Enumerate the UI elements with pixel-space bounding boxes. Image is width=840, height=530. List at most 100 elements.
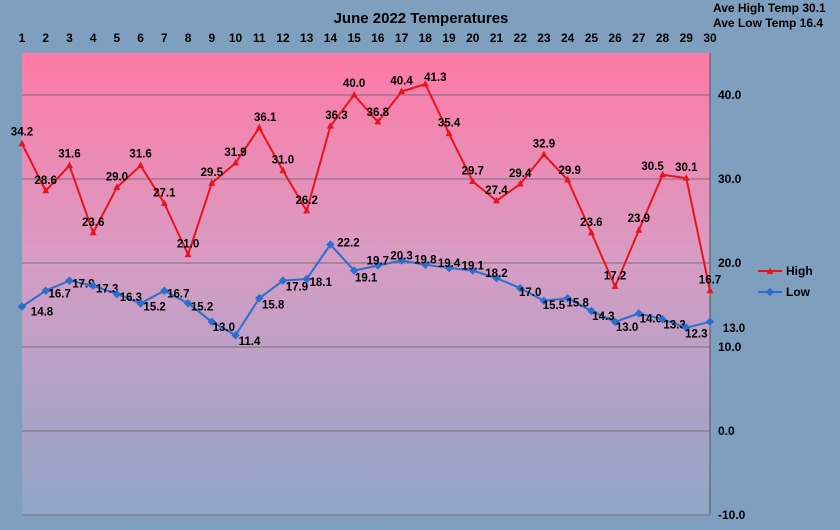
data-label: 23.6	[580, 217, 602, 229]
data-label: 15.5	[543, 300, 566, 312]
data-point	[540, 150, 548, 158]
data-label: 34.2	[11, 127, 33, 139]
y-tick-labels: 40.0 30.0 20.0 10.0 0.0 -10.0	[718, 88, 746, 522]
data-label: 36.8	[367, 107, 390, 119]
x-tick-label: 20	[466, 31, 480, 45]
series-line	[21, 83, 711, 291]
x-tick-label: 12	[276, 31, 290, 45]
data-label: 13.0	[616, 322, 638, 334]
x-tick-label: 18	[419, 31, 433, 45]
data-label: 23.9	[628, 213, 650, 225]
data-point	[183, 299, 193, 308]
data-label: 12.3	[685, 329, 707, 341]
data-point	[41, 286, 50, 295]
data-point	[564, 175, 572, 183]
data-label: 19.8	[414, 255, 437, 267]
data-label: 17.3	[96, 284, 118, 296]
x-tick-label: 2	[42, 31, 49, 45]
data-label: 26.2	[295, 195, 317, 207]
legend: High Low	[758, 264, 813, 299]
data-point	[397, 256, 406, 265]
data-label: 16.7	[699, 275, 721, 287]
data-point	[113, 183, 121, 190]
data-label: 19.7	[367, 256, 389, 268]
data-label: 31.6	[58, 149, 80, 161]
data-point	[515, 283, 525, 293]
data-point	[65, 276, 74, 285]
data-label: 29.9	[558, 165, 580, 177]
data-label: 14.0	[640, 313, 662, 325]
data-point	[326, 240, 335, 249]
legend-high-label: High	[786, 264, 813, 278]
data-point	[279, 166, 287, 174]
data-point	[658, 315, 667, 324]
legend-low-marker	[765, 287, 775, 297]
data-label: 15.2	[191, 301, 213, 313]
data-point	[303, 206, 311, 214]
annotation-ave-low: Ave Low Temp 16.4	[713, 16, 823, 30]
data-point	[445, 129, 453, 137]
data-point	[705, 317, 715, 327]
data-label: 16.3	[120, 292, 142, 304]
x-tick-label: 22	[514, 31, 528, 45]
data-label: 31.6	[129, 149, 151, 161]
x-tick-label: 26	[608, 31, 622, 45]
x-tick-label: 11	[253, 31, 266, 45]
data-label: 31.9	[224, 147, 246, 159]
data-point	[659, 170, 667, 178]
data-label: 15.8	[566, 297, 589, 309]
data-label: 29.5	[201, 167, 224, 179]
x-tick-label: 1	[19, 31, 26, 45]
data-label: 16.7	[49, 289, 71, 301]
x-tick-label: 6	[137, 31, 144, 45]
data-label: 13.3	[663, 319, 685, 331]
data-point	[635, 226, 643, 233]
data-point	[349, 266, 359, 275]
x-tick-label: 15	[347, 31, 361, 45]
data-point	[587, 306, 596, 316]
data-label: 19.1	[462, 261, 485, 273]
data-point	[232, 159, 240, 166]
y-tick-label: -10.0	[718, 508, 746, 522]
y-tick-label: 20.0	[718, 256, 742, 270]
x-tick-label: 24	[561, 31, 575, 45]
data-label: 18.1	[309, 277, 332, 289]
x-tick-label: 29	[680, 31, 694, 45]
data-label: 27.4	[485, 185, 508, 197]
series-high: 34.228.631.623.629.031.627.121.029.531.9…	[11, 72, 721, 294]
data-point	[302, 274, 311, 284]
data-label: 19.1	[355, 273, 378, 285]
data-point	[278, 276, 288, 285]
x-tick-label: 10	[229, 31, 243, 45]
data-label: 16.7	[167, 289, 189, 301]
data-point	[184, 250, 192, 258]
data-label: 32.9	[533, 139, 555, 151]
data-point	[88, 281, 98, 290]
x-tick-label: 19	[442, 31, 456, 45]
y-tick-label: 30.0	[718, 172, 742, 186]
data-point	[374, 117, 382, 125]
x-tick-label: 14	[324, 31, 338, 45]
data-point	[492, 196, 500, 204]
data-label: 17.9	[72, 279, 94, 291]
data-label: 22.2	[337, 238, 359, 250]
data-point	[634, 309, 644, 318]
data-label: 29.7	[462, 166, 484, 178]
data-label: 15.2	[143, 301, 165, 313]
data-label: 21.0	[177, 239, 199, 251]
data-label: 15.8	[262, 299, 285, 311]
data-label: 14.8	[31, 307, 54, 319]
y-tick-label: 0.0	[718, 424, 735, 438]
data-point	[398, 87, 406, 95]
data-point	[207, 317, 217, 327]
x-tick-label: 27	[632, 31, 646, 45]
data-label: 20.3	[390, 250, 412, 262]
data-point	[421, 80, 429, 87]
data-label: 13.0	[213, 322, 235, 334]
y-tick-label: 40.0	[718, 88, 742, 102]
data-label: 29.0	[106, 171, 128, 183]
data-label: 36.1	[254, 112, 277, 124]
data-point	[492, 273, 501, 283]
data-label: 13.0	[723, 323, 745, 335]
x-tick-label: 3	[66, 31, 73, 45]
